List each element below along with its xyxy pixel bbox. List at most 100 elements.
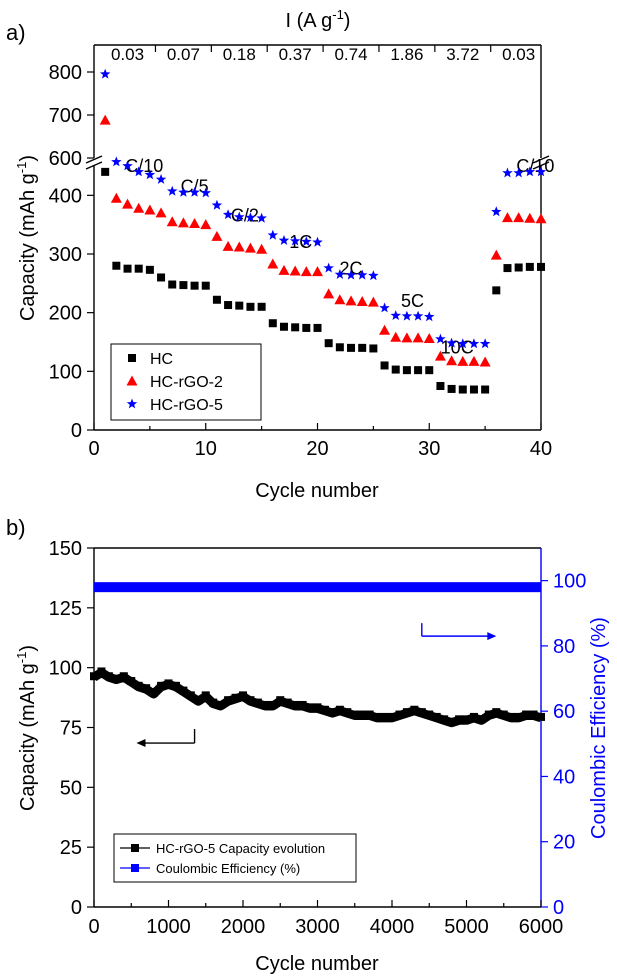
data-point xyxy=(312,266,323,277)
data-point xyxy=(436,382,445,390)
x-tick-label: 0 xyxy=(88,438,99,460)
y-tick-label: 150 xyxy=(49,538,82,560)
data-point xyxy=(267,229,278,240)
ce-band xyxy=(94,582,541,593)
panel-a-axis-break-right xyxy=(532,155,550,164)
y-tick-label: 25 xyxy=(60,837,82,859)
rate-label: 2C xyxy=(340,259,363,279)
data-point xyxy=(157,681,166,690)
panel-a-label: a) xyxy=(6,20,26,45)
data-point xyxy=(343,708,352,717)
data-point xyxy=(231,693,240,702)
data-point xyxy=(328,708,337,717)
data-point xyxy=(334,294,346,305)
data-point xyxy=(345,269,357,280)
data-point xyxy=(435,333,446,344)
data-point xyxy=(133,166,144,177)
data-point xyxy=(144,204,156,215)
data-point xyxy=(257,302,266,311)
data-point xyxy=(283,698,292,707)
panel-b: b) 0 1000 2000 3000 4000 5000 6000025507510012… xyxy=(6,515,610,975)
data-point xyxy=(145,265,154,274)
data-point xyxy=(440,715,449,724)
y-tick-label: 400 xyxy=(49,185,82,207)
data-point xyxy=(168,280,177,289)
data-point xyxy=(358,710,367,719)
x-tick-label: 1000 xyxy=(146,916,191,938)
data-point xyxy=(424,311,435,322)
data-point xyxy=(211,230,223,241)
data-point xyxy=(502,167,513,178)
data-point xyxy=(289,235,301,246)
data-point xyxy=(155,174,167,184)
x-tick-label: 0 xyxy=(88,916,99,938)
data-point xyxy=(134,681,143,690)
data-point xyxy=(529,710,538,719)
data-point xyxy=(200,219,212,230)
top-axis-label: 0.03 xyxy=(502,45,535,64)
y-tick-label: 125 xyxy=(49,598,82,620)
data-point xyxy=(134,264,143,273)
series-hc-rgo-2 xyxy=(99,114,547,367)
data-point xyxy=(524,212,536,223)
data-point xyxy=(522,710,531,719)
data-point xyxy=(312,236,323,247)
series-coulombic-efficiency xyxy=(94,582,541,593)
legend-marker xyxy=(131,844,139,852)
data-point xyxy=(358,343,367,352)
data-point xyxy=(391,365,400,374)
top-axis-label: 0.07 xyxy=(167,45,200,64)
data-point xyxy=(268,319,277,328)
y-tick-label: 200 xyxy=(49,303,82,325)
data-point xyxy=(99,68,111,79)
data-point xyxy=(535,213,547,224)
data-point xyxy=(101,167,110,176)
panel-b-xlabel: Cycle number xyxy=(255,953,379,975)
data-point xyxy=(301,236,312,247)
data-point xyxy=(537,262,545,271)
data-point xyxy=(111,156,122,167)
y-tick-label: 50 xyxy=(60,777,82,799)
data-point xyxy=(235,301,244,310)
panel-b-arrows xyxy=(136,623,497,748)
data-point xyxy=(267,258,279,269)
legend-label: Coulombic Efficiency (%) xyxy=(156,861,300,876)
data-point xyxy=(186,691,195,700)
data-point xyxy=(432,712,441,721)
data-point xyxy=(216,700,225,709)
data-point xyxy=(425,710,434,719)
panel-b-ylabel-right: Coulombic Efficiency (%) xyxy=(588,617,610,839)
legend-label: HC-rGO-2 xyxy=(150,374,223,391)
data-point xyxy=(119,672,128,681)
data-point xyxy=(313,323,322,332)
data-point xyxy=(514,263,523,272)
data-point xyxy=(164,679,173,688)
panel-a: a) I (A g-1) 0.03 0.07 0.18 0.37 0.74 1.86 3.7… xyxy=(6,7,554,502)
data-point xyxy=(468,338,480,349)
data-point xyxy=(239,691,247,700)
data-point xyxy=(357,269,368,280)
data-point xyxy=(291,323,300,332)
data-point xyxy=(513,167,524,178)
rate-label: C/10 xyxy=(125,156,163,176)
data-point xyxy=(401,332,413,343)
data-point xyxy=(335,705,344,714)
data-point xyxy=(171,681,180,690)
rate-label: 5C xyxy=(401,291,424,311)
data-point xyxy=(468,355,480,366)
data-point xyxy=(414,366,423,375)
data-point xyxy=(379,324,391,335)
capacity-arrow-head xyxy=(136,739,146,748)
data-point xyxy=(380,712,389,721)
data-point xyxy=(209,698,218,707)
data-point xyxy=(279,322,288,331)
data-point xyxy=(256,212,267,223)
data-point xyxy=(144,169,156,180)
legend-label: HC xyxy=(150,351,173,368)
data-point xyxy=(490,249,502,260)
data-point xyxy=(492,286,501,295)
x-tick-label: 5000 xyxy=(444,916,489,938)
data-point xyxy=(390,331,402,342)
